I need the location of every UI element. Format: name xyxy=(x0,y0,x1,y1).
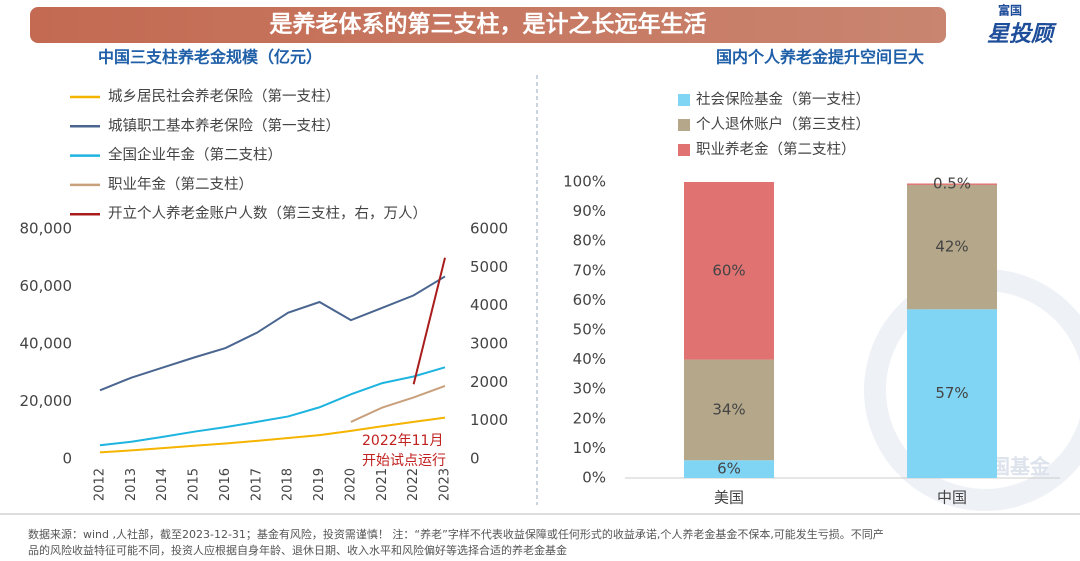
value-label: 0.5% xyxy=(933,175,971,193)
x-tick-label: 2012 xyxy=(93,468,108,501)
x-tick-label: 2015 xyxy=(187,468,202,501)
y2-tick-label: 1000 xyxy=(470,411,508,429)
legend-swatch xyxy=(678,119,690,131)
bar-segment xyxy=(684,460,774,478)
x-tick-label: 2021 xyxy=(375,468,390,501)
x-tick-label: 2022 xyxy=(406,468,421,501)
x-tick-label: 2017 xyxy=(249,468,264,501)
x-tick-label: 2018 xyxy=(281,468,296,501)
x-tick-label: 美国 xyxy=(714,489,744,507)
y-tick-label: 50% xyxy=(573,321,606,339)
header-title: 是养老体系的第三支柱，是计之长远年生活 xyxy=(270,11,707,38)
legend-label: 职业养老金（第二支柱） xyxy=(696,140,856,158)
x-tick-label: 2019 xyxy=(312,468,327,501)
y-tick-label: 30% xyxy=(573,380,606,398)
value-label: 60% xyxy=(712,261,745,279)
footnote: 数据来源：wind ,人社部，截至2023-12-31；基金有风险，投资需谨慎！… xyxy=(28,527,884,541)
value-label: 34% xyxy=(712,400,745,418)
x-tick-label: 2014 xyxy=(155,468,170,501)
x-tick-label: 2023 xyxy=(438,468,453,501)
y-tick-label: 0% xyxy=(582,469,606,487)
annotation: 2022年11月 xyxy=(362,433,443,449)
x-tick-label: 2013 xyxy=(124,468,139,501)
value-label: 6% xyxy=(717,460,741,478)
legend-label: 个人退休账户（第三支柱） xyxy=(696,115,870,133)
y2-tick-label: 0 xyxy=(470,450,480,468)
y-tick-label: 90% xyxy=(573,202,606,220)
y-tick-label: 20,000 xyxy=(20,392,73,410)
y-tick-label: 40% xyxy=(573,350,606,368)
series-line xyxy=(99,275,446,392)
series-line xyxy=(350,385,446,423)
x-tick-label: 2020 xyxy=(343,468,358,501)
y2-tick-label: 4000 xyxy=(470,296,508,314)
logo: 星投顾 xyxy=(987,22,1057,47)
y-tick-label: 10% xyxy=(573,439,606,457)
legend-label: 职业年金（第二支柱） xyxy=(108,175,253,193)
y-tick-label: 0 xyxy=(62,450,72,468)
x-tick-label: 中国 xyxy=(937,489,967,507)
y-tick-label: 20% xyxy=(573,409,606,427)
legend-swatch xyxy=(678,94,690,106)
bar-segment xyxy=(907,309,997,478)
legend-label: 开立个人养老金账户人数（第三支柱，右，万人） xyxy=(108,204,427,222)
y-tick-label: 100% xyxy=(563,173,606,191)
y-tick-label: 70% xyxy=(573,261,606,279)
y-tick-label: 80% xyxy=(573,232,606,250)
y-tick-label: 60,000 xyxy=(20,277,73,295)
series-line xyxy=(412,257,446,385)
bar-segment xyxy=(684,359,774,461)
logo-top: 富国 xyxy=(998,3,1022,18)
bar-segment xyxy=(907,183,997,185)
y2-tick-label: 6000 xyxy=(470,220,508,238)
series-line xyxy=(99,366,446,447)
annotation: 开始试点运行 xyxy=(362,453,446,469)
legend-swatch xyxy=(678,144,690,156)
series-line xyxy=(99,416,446,454)
y2-tick-label: 5000 xyxy=(470,258,508,276)
x-tick-label: 2016 xyxy=(218,468,233,501)
legend-label: 城镇职工基本养老保险（第一支柱） xyxy=(108,116,340,134)
y-tick-label: 80,000 xyxy=(20,220,73,238)
bar-segment xyxy=(907,184,997,310)
footnote: 品的风险收益特征可能不同，投资人应根据自身年龄、退休日期、收入水平和风险偏好等选… xyxy=(28,543,567,557)
y2-tick-label: 2000 xyxy=(470,373,508,391)
legend-label: 城乡居民社会养老保险（第一支柱） xyxy=(108,87,340,105)
chart-title: 国内个人养老金提升空间巨大 xyxy=(716,48,924,67)
legend-label: 社会保险基金（第一支柱） xyxy=(696,90,870,108)
y2-tick-label: 3000 xyxy=(470,335,508,353)
y-tick-label: 40,000 xyxy=(20,335,73,353)
value-label: 42% xyxy=(935,238,968,256)
chart-title: 中国三支柱养老金规模（亿元） xyxy=(98,48,322,67)
header-bar xyxy=(30,7,946,43)
bar-segment xyxy=(684,182,774,360)
value-label: 57% xyxy=(935,384,968,402)
y-tick-label: 60% xyxy=(573,291,606,309)
legend-label: 全国企业年金（第二支柱） xyxy=(108,146,282,164)
